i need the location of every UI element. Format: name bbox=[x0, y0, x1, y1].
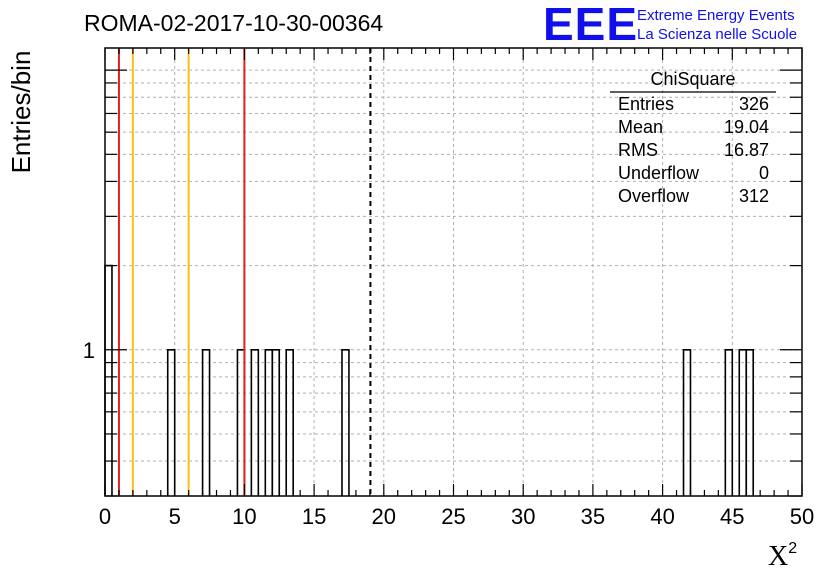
histogram-bar bbox=[236, 348, 246, 496]
eee-logo: EEE Extreme Energy Events La Scienza nel… bbox=[543, 0, 797, 50]
stats-row-value: 312 bbox=[739, 186, 769, 206]
histogram-bar bbox=[682, 348, 692, 496]
x-axis-label-superscript: 2 bbox=[788, 540, 797, 557]
y-tick-label: 1 bbox=[83, 338, 95, 363]
stats-row-label: Entries bbox=[618, 94, 674, 114]
stats-box-title: ChiSquare bbox=[650, 69, 735, 89]
x-tick-labels: 0 5 10 15 20 25 30 35 40 45 50 bbox=[99, 504, 814, 529]
x-tick-label: 25 bbox=[441, 504, 465, 529]
reference-lines bbox=[117, 48, 372, 496]
histogram-bar bbox=[285, 348, 294, 496]
histogram-bar bbox=[271, 348, 281, 496]
x-tick-label: 20 bbox=[372, 504, 396, 529]
eee-logo-letters: EEE bbox=[543, 0, 638, 50]
histogram-bar bbox=[738, 348, 748, 496]
chart-title: ROMA-02-2017-10-30-00364 bbox=[84, 10, 383, 36]
x-axis-label: X2 bbox=[768, 540, 797, 572]
x-tick-label: 45 bbox=[720, 504, 744, 529]
stats-row-label: Mean bbox=[618, 117, 663, 137]
histogram-bar bbox=[724, 348, 734, 496]
histogram-bar bbox=[341, 348, 350, 496]
x-tick-label: 30 bbox=[511, 504, 535, 529]
stats-row-value: 326 bbox=[739, 94, 769, 114]
eee-logo-line1: Extreme Energy Events bbox=[637, 7, 795, 24]
stats-row-label: Underflow bbox=[618, 163, 700, 183]
histogram-bar bbox=[250, 348, 260, 496]
x-tick-label: 5 bbox=[169, 504, 181, 529]
x-tick-label: 35 bbox=[581, 504, 605, 529]
histogram-bars bbox=[104, 264, 755, 496]
x-tick-label: 50 bbox=[790, 504, 814, 529]
x-tick-label: 0 bbox=[99, 504, 111, 529]
stats-box: ChiSquare Entries 326 Mean 19.04 RMS 16.87 Und… bbox=[610, 69, 776, 206]
axis-ticks bbox=[104, 48, 803, 497]
x-tick-label: 10 bbox=[232, 504, 256, 529]
grid-lines bbox=[105, 48, 802, 497]
stats-row-label: RMS bbox=[618, 140, 658, 160]
y-tick-labels: 1 bbox=[83, 338, 95, 363]
y-axis-label: Entries/bin bbox=[6, 51, 36, 174]
stats-row-label: Overflow bbox=[618, 186, 690, 206]
histogram-bar bbox=[745, 348, 755, 496]
stats-row-value: 0 bbox=[759, 163, 769, 183]
x-tick-label: 15 bbox=[302, 504, 326, 529]
stats-box-rows: Entries 326 Mean 19.04 RMS 16.87 Underflow 0 Ove… bbox=[618, 94, 769, 206]
x-tick-label: 40 bbox=[650, 504, 674, 529]
stats-row-value: 19.04 bbox=[724, 117, 769, 137]
histogram-bar bbox=[166, 348, 176, 496]
stats-row-value: 16.87 bbox=[724, 140, 769, 160]
histogram-bar bbox=[264, 348, 274, 496]
eee-logo-line2: La Scienza nelle Scuole bbox=[637, 26, 797, 43]
histogram-bar bbox=[201, 348, 211, 496]
